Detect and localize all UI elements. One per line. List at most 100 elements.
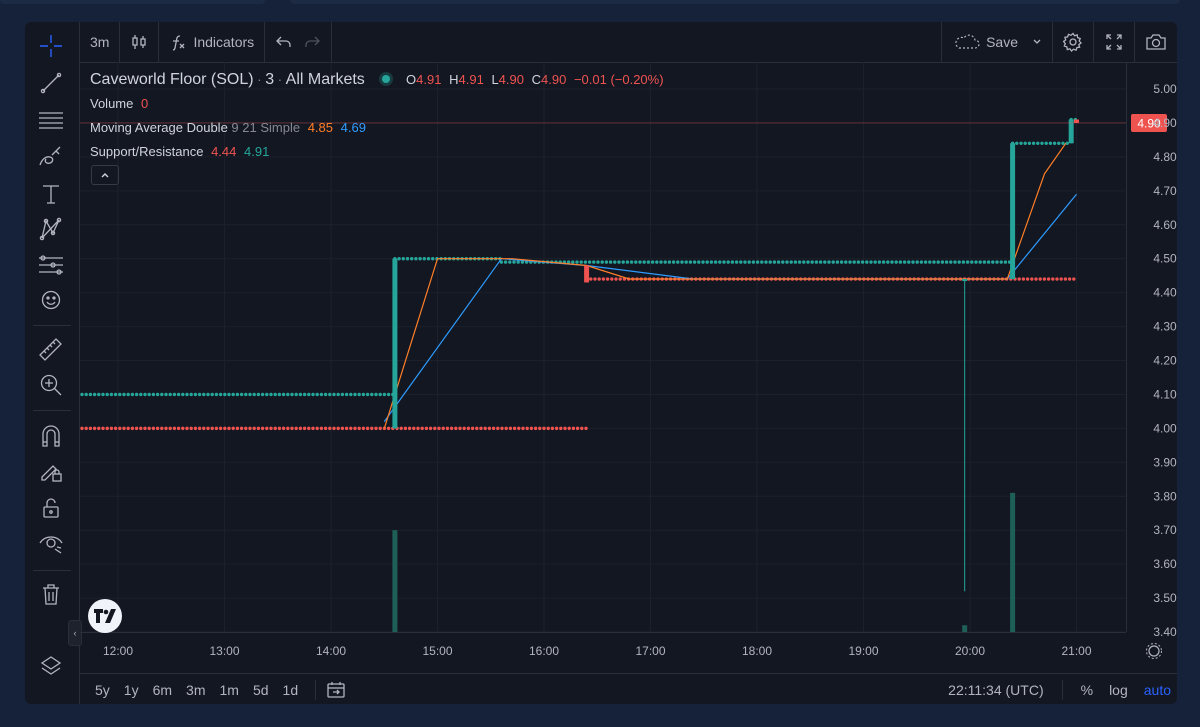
support-dot bbox=[428, 426, 433, 431]
resistance-dot bbox=[755, 260, 760, 264]
crosshair-button[interactable] bbox=[37, 32, 65, 60]
support-dot bbox=[265, 426, 269, 431]
trash-icon bbox=[43, 584, 59, 605]
resistance-dot bbox=[949, 260, 953, 264]
support-dot bbox=[244, 426, 248, 431]
range-6m[interactable]: 6m bbox=[152, 681, 173, 698]
support-dot bbox=[496, 426, 500, 431]
resistance-dot bbox=[1044, 141, 1048, 145]
resistance-dot bbox=[1027, 141, 1032, 145]
pattern-button[interactable] bbox=[37, 215, 65, 243]
brush-button[interactable] bbox=[37, 143, 65, 171]
support-dot bbox=[281, 426, 286, 431]
time-axis[interactable]: 12:00 13:00 14:00 15:00 16:00 17:00 18:00 19:00… bbox=[103, 643, 1162, 659]
support-dot bbox=[454, 426, 458, 431]
support-dot bbox=[160, 426, 164, 431]
range-5d[interactable]: 5d bbox=[252, 681, 269, 698]
interval-button[interactable]: 3m bbox=[80, 22, 121, 62]
log-toggle[interactable]: log bbox=[1109, 681, 1128, 698]
resistance-dot bbox=[877, 260, 882, 264]
text-button[interactable] bbox=[37, 180, 65, 208]
resistance-dot bbox=[663, 260, 667, 264]
tradingview-logo[interactable] bbox=[88, 599, 122, 633]
utc-clock[interactable]: 22:11:34 (UTC) bbox=[948, 681, 1044, 698]
resistance-dot bbox=[344, 392, 349, 397]
redo-icon[interactable] bbox=[303, 33, 321, 51]
trend-line-button[interactable] bbox=[37, 69, 65, 97]
emoji-button[interactable] bbox=[37, 286, 65, 314]
resistance-dot bbox=[642, 260, 646, 264]
resistance-dot bbox=[414, 256, 418, 261]
resistance-dot bbox=[1065, 141, 1069, 145]
ruler-button[interactable] bbox=[37, 335, 65, 363]
indicators-button[interactable]: Indicators bbox=[159, 22, 266, 62]
support-dot bbox=[1025, 277, 1030, 281]
resistance-dot bbox=[907, 260, 911, 264]
support-dot bbox=[403, 426, 408, 431]
top-tab-right[interactable] bbox=[290, 0, 1180, 4]
resistance-dot bbox=[923, 260, 928, 264]
range-1y[interactable]: 1y bbox=[123, 681, 139, 698]
fib-button[interactable] bbox=[37, 106, 65, 134]
resistance-dot bbox=[625, 260, 630, 264]
lock-button[interactable] bbox=[37, 494, 65, 522]
symbol-title[interactable]: Caveworld Floor (SOL) bbox=[90, 71, 254, 88]
auto-toggle[interactable]: auto bbox=[1143, 681, 1171, 698]
resistance-dot bbox=[839, 260, 844, 264]
volume-row[interactable]: Volume 0 bbox=[90, 92, 664, 116]
resistance-dot bbox=[189, 392, 193, 397]
settings-button[interactable] bbox=[1053, 22, 1094, 62]
legend-collapse-button[interactable] bbox=[91, 165, 119, 185]
price-axis[interactable]: 5.00 4.90 4.80 4.70 4.60 4.50 4.40 4.30 4.20 4.10… bbox=[1153, 82, 1177, 639]
zoom-in-button[interactable] bbox=[37, 371, 65, 399]
support-dot bbox=[176, 426, 181, 431]
resistance-dot bbox=[919, 260, 924, 264]
x-tick-label: 13:00 bbox=[209, 644, 239, 658]
undo-icon[interactable] bbox=[275, 33, 293, 51]
prediction-button[interactable] bbox=[37, 251, 65, 279]
resistance-dot bbox=[319, 392, 324, 397]
support-dot bbox=[1042, 277, 1047, 281]
ma-row[interactable]: Moving Average Double 9 21 Simple 4.85 4… bbox=[90, 116, 664, 140]
sr-row[interactable]: Support/Resistance 4.44 4.91 bbox=[90, 140, 664, 164]
goto-date-icon[interactable] bbox=[326, 681, 346, 699]
support-dot bbox=[231, 426, 235, 431]
top-tab-left[interactable] bbox=[0, 0, 265, 4]
chart-type-button[interactable] bbox=[120, 22, 160, 62]
visibility-button[interactable] bbox=[37, 529, 65, 557]
support-dot bbox=[479, 426, 483, 431]
range-5y[interactable]: 5y bbox=[95, 681, 110, 698]
support-dot bbox=[567, 426, 571, 431]
support-dot bbox=[164, 426, 168, 431]
support-dot bbox=[294, 426, 298, 431]
range-1d[interactable]: 1d bbox=[282, 681, 299, 698]
screenshot-button[interactable] bbox=[1135, 22, 1177, 62]
resistance-dot bbox=[617, 260, 621, 264]
resistance-dot bbox=[587, 260, 592, 264]
candle-body bbox=[392, 258, 398, 429]
resistance-dot bbox=[227, 392, 231, 397]
lock-draw-button[interactable] bbox=[37, 457, 65, 485]
resistance-dot bbox=[185, 392, 189, 397]
resistance-dot bbox=[499, 260, 504, 264]
save-button[interactable]: Save bbox=[941, 22, 1053, 62]
support-dot bbox=[508, 426, 513, 431]
fullscreen-button[interactable] bbox=[1094, 22, 1135, 62]
range-3m[interactable]: 3m bbox=[186, 681, 206, 698]
collapse-toolbar-tab[interactable]: ‹ bbox=[68, 620, 82, 646]
percent-toggle[interactable]: % bbox=[1080, 681, 1094, 698]
lock-icon bbox=[43, 498, 59, 518]
support-dot bbox=[466, 426, 471, 431]
resistance-dot bbox=[944, 260, 949, 264]
resistance-dot bbox=[655, 260, 659, 264]
resistance-dot bbox=[1003, 260, 1008, 264]
support-dot bbox=[1063, 277, 1068, 281]
support-dot bbox=[420, 426, 424, 431]
magnet-button[interactable] bbox=[37, 422, 65, 450]
resistance-dot bbox=[401, 256, 405, 261]
resistance-dot bbox=[84, 392, 88, 397]
range-1m[interactable]: 1m bbox=[219, 681, 239, 698]
support-dot bbox=[559, 426, 563, 431]
object-tree-button[interactable] bbox=[37, 652, 65, 680]
delete-button[interactable] bbox=[37, 580, 65, 608]
